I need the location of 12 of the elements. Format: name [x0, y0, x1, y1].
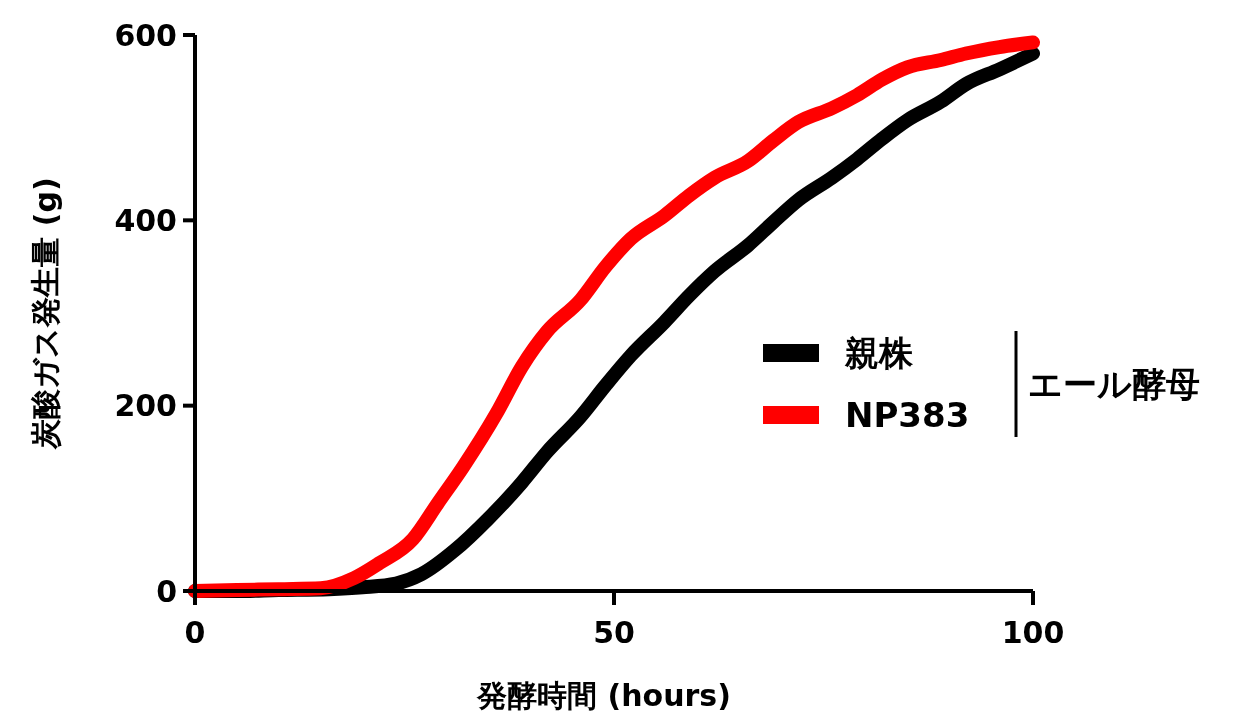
y-tick-label: 400	[114, 202, 177, 238]
legend-label: 親株	[844, 333, 914, 373]
x-axis-title: 発酵時間 (hours)	[476, 678, 731, 713]
y-tick-label: 200	[114, 388, 177, 424]
y-axis-title: 炭酸ガス発生量 (g)	[28, 177, 63, 450]
legend-title: エール酵母	[1028, 364, 1200, 404]
x-tick-label: 0	[184, 615, 206, 650]
legend-label: NP383	[845, 395, 970, 435]
x-tick-label: 100	[1001, 615, 1065, 650]
y-tick-label: 600	[114, 17, 177, 53]
x-tick-label: 50	[593, 615, 635, 650]
y-tick-label: 0	[156, 573, 177, 609]
